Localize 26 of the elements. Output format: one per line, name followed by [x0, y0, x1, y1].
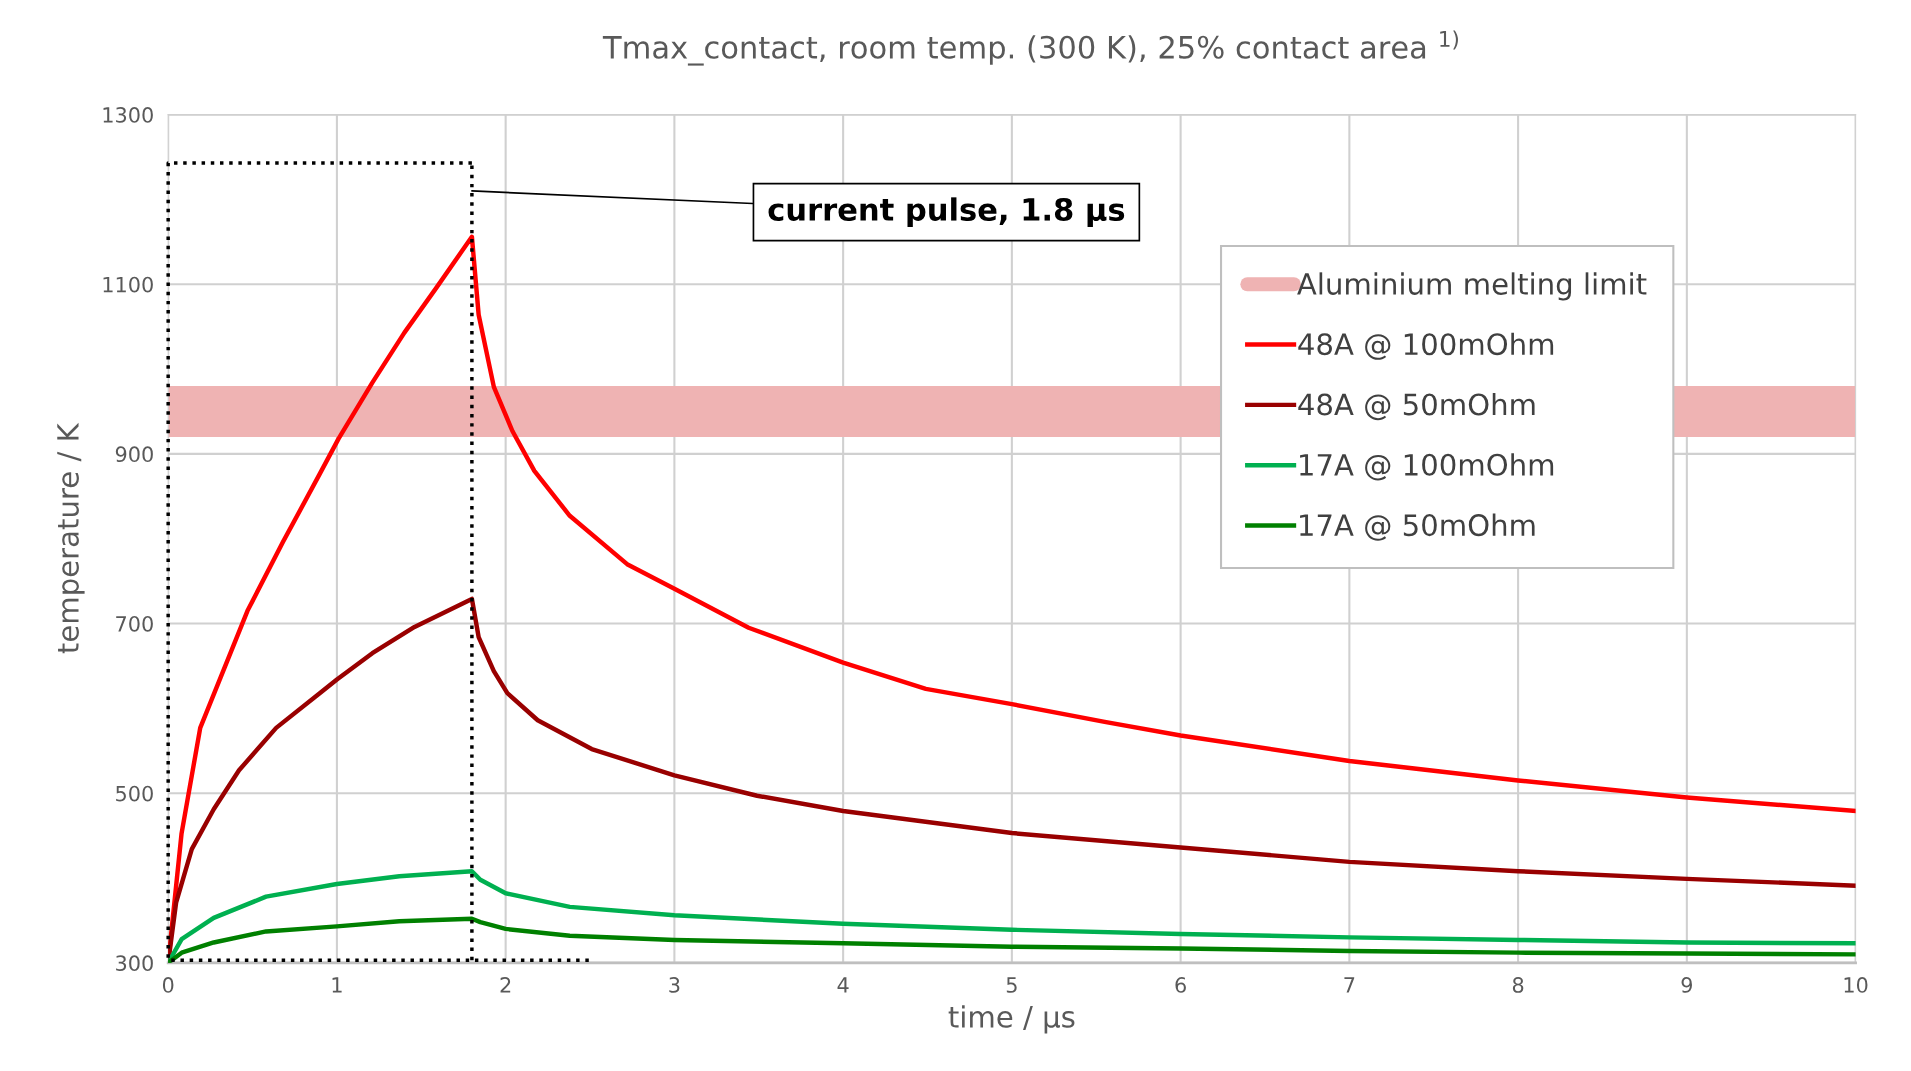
x-tick-label: 9: [1681, 977, 1692, 993]
x-tick-label: 6: [1175, 977, 1186, 993]
x-tick-label: 7: [1344, 977, 1355, 993]
legend-label: 17A @ 100mOhm: [1300, 453, 1554, 481]
y-tick-label: 1300: [103, 107, 153, 123]
chart-title: Tmax_contact, room temp. (300 K), 25% contact area $^{1)}$: [602, 30, 1458, 66]
x-tick-label: 1: [332, 977, 342, 993]
legend-label: 48A @ 100mOhm: [1298, 332, 1554, 360]
y-tick-label: 500: [116, 785, 153, 802]
x-tick-label: 0: [162, 977, 174, 993]
x-tick-label: 2: [500, 977, 511, 993]
annotation: current pulse, 1.8 µs: [768, 197, 1125, 227]
x-axis-title: time / µs: [948, 1005, 1075, 1034]
y-axis-title: temperature / K: [57, 422, 85, 654]
y-tick-label: 700: [116, 615, 153, 632]
x-tick-label: 5: [1006, 977, 1017, 993]
y-tick-label: 1100: [103, 276, 153, 293]
x-tick-label: 8: [1512, 977, 1524, 993]
legend-label: 17A @ 50mOhm: [1300, 513, 1535, 541]
y-tick-label: 300: [116, 955, 153, 972]
x-tick-label: 4: [837, 977, 849, 993]
legend-label: Aluminium melting limit: [1297, 272, 1647, 301]
legend-label: 48A @ 50mOhm: [1298, 392, 1535, 421]
y-tick-label: 900: [115, 446, 153, 463]
x-tick-label: 10: [1844, 977, 1868, 993]
x-tick-label: 3: [669, 977, 680, 993]
